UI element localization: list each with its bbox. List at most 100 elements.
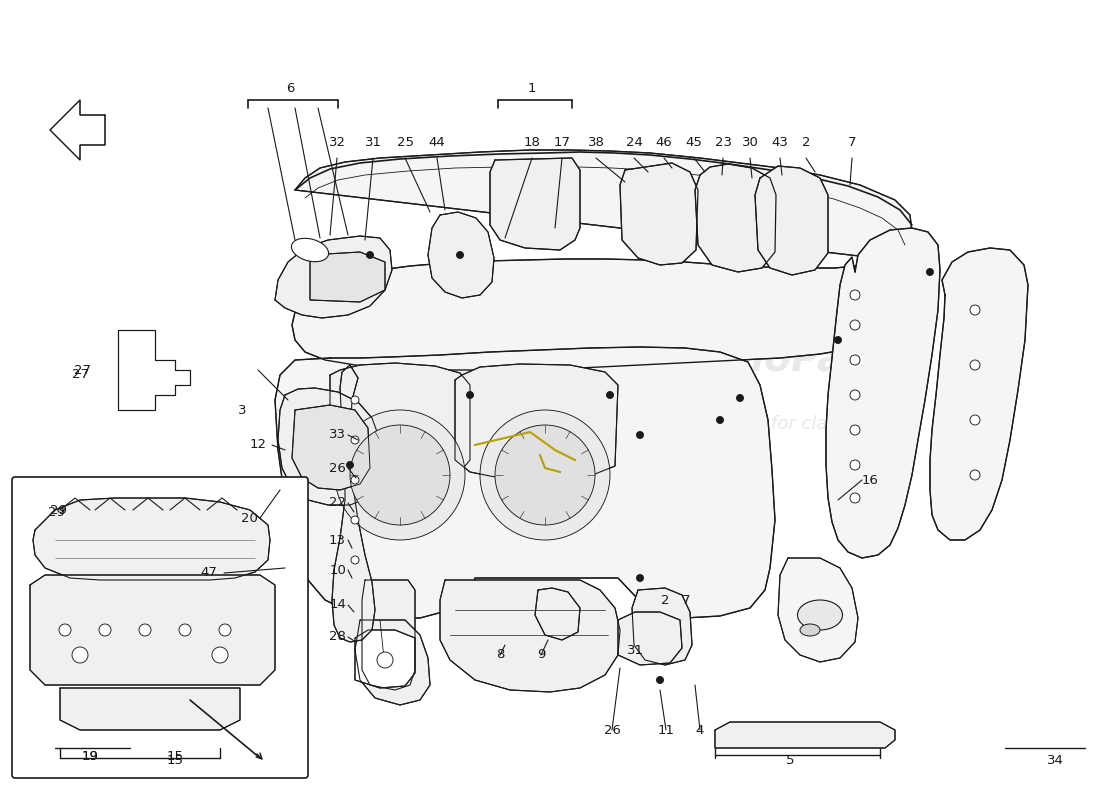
Circle shape [139,624,151,636]
Polygon shape [455,364,618,478]
Circle shape [716,417,724,423]
Circle shape [926,269,934,275]
Ellipse shape [292,238,329,262]
Text: 27: 27 [74,363,91,377]
Text: 6: 6 [286,82,294,94]
Text: 43: 43 [771,135,789,149]
Circle shape [970,470,980,480]
Polygon shape [490,158,580,250]
Polygon shape [355,620,430,705]
Polygon shape [50,100,104,160]
Circle shape [219,624,231,636]
Circle shape [495,425,595,525]
Circle shape [970,415,980,425]
Text: 32: 32 [329,135,345,149]
Text: 15: 15 [166,750,184,763]
Text: 7: 7 [848,135,856,149]
Circle shape [606,391,614,398]
Circle shape [637,574,644,582]
Circle shape [850,320,860,330]
Polygon shape [618,612,682,665]
Circle shape [850,493,860,503]
Text: 46: 46 [656,135,672,149]
Text: euloPartes: euloPartes [697,341,931,379]
Polygon shape [355,630,415,688]
Polygon shape [620,163,698,265]
Text: 9: 9 [537,649,546,662]
Circle shape [59,624,72,636]
Circle shape [737,394,744,402]
Polygon shape [715,722,895,748]
FancyBboxPatch shape [12,477,308,778]
Text: 47: 47 [200,566,217,579]
Circle shape [351,516,359,524]
Text: 12: 12 [250,438,267,451]
Ellipse shape [798,600,843,630]
Circle shape [366,251,374,258]
Text: a passion for classic cars: a passion for classic cars [680,415,904,433]
Circle shape [336,410,465,540]
Polygon shape [428,212,494,298]
Circle shape [351,556,359,564]
Circle shape [850,355,860,365]
Text: 15: 15 [166,754,184,766]
Circle shape [179,624,191,636]
Text: 14: 14 [329,598,346,611]
Text: 3: 3 [238,403,246,417]
Text: 2: 2 [802,135,811,149]
Polygon shape [30,575,275,685]
Text: 26: 26 [329,462,346,474]
Text: 25: 25 [396,135,414,149]
Circle shape [377,652,393,668]
Text: euloPartes: euloPartes [657,186,839,214]
Polygon shape [275,236,392,318]
Circle shape [351,396,359,404]
Circle shape [480,410,611,540]
Text: 10: 10 [329,563,346,577]
Circle shape [657,677,663,683]
Polygon shape [826,228,940,558]
Circle shape [346,462,353,469]
Text: 30: 30 [741,135,758,149]
Ellipse shape [800,624,820,636]
Polygon shape [278,388,382,505]
Text: 2: 2 [661,594,669,606]
Text: 18: 18 [524,135,540,149]
Circle shape [850,390,860,400]
Circle shape [970,360,980,370]
Circle shape [351,436,359,444]
Circle shape [850,425,860,435]
Circle shape [970,305,980,315]
Text: 1: 1 [528,82,537,94]
Text: 29: 29 [50,503,67,517]
Text: 31: 31 [627,643,644,657]
Text: 33: 33 [329,429,346,442]
Polygon shape [275,347,776,618]
Circle shape [637,431,644,438]
Text: 29: 29 [48,506,65,518]
Text: 44: 44 [429,135,446,149]
Text: 38: 38 [587,135,604,149]
Text: 23: 23 [715,135,732,149]
Polygon shape [440,580,620,692]
Text: 8: 8 [496,649,504,662]
Circle shape [466,391,473,398]
Polygon shape [695,164,776,272]
Text: 19: 19 [81,750,98,763]
Text: 45: 45 [685,135,703,149]
Polygon shape [778,558,858,662]
Text: 27: 27 [72,369,89,382]
Polygon shape [755,166,828,275]
Text: 28: 28 [329,630,346,643]
Text: 22: 22 [329,497,346,510]
Text: 16: 16 [862,474,879,486]
Polygon shape [362,580,415,690]
Text: 34: 34 [1046,754,1064,766]
Circle shape [212,647,228,663]
Text: 24: 24 [626,135,642,149]
Polygon shape [330,363,470,476]
Polygon shape [310,252,385,302]
Polygon shape [930,248,1028,540]
Polygon shape [292,405,370,490]
Text: 13: 13 [329,534,346,546]
